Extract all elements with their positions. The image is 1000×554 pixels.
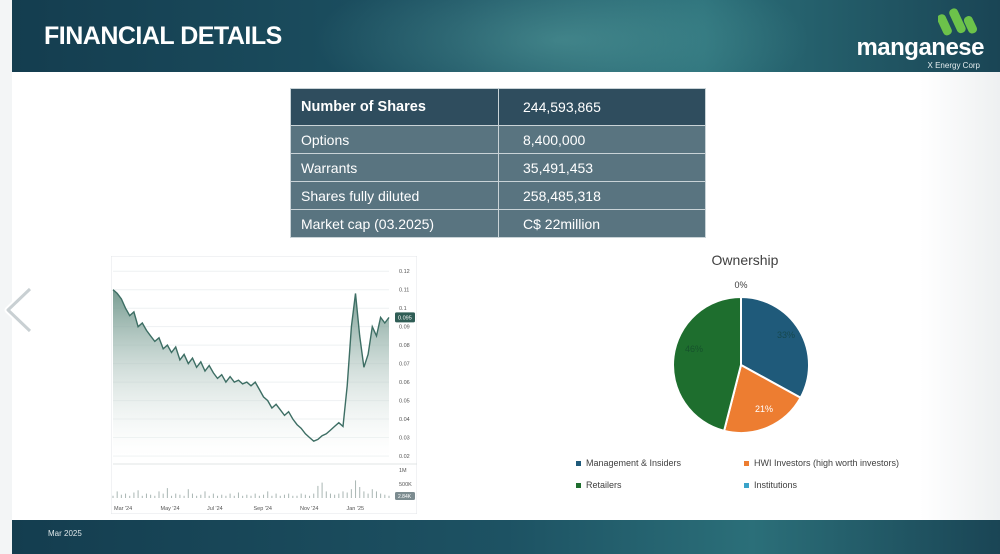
row-label: Market cap (03.2025) xyxy=(290,209,499,238)
page-title: FINANCIAL DETAILS xyxy=(44,22,282,50)
y-tick-label: 0.09 xyxy=(399,325,410,331)
legend-label: HWI Investors (high worth investors) xyxy=(754,458,900,468)
x-tick-label: Jan '25 xyxy=(347,506,365,512)
chevron-left-icon xyxy=(4,286,33,334)
shares-table: Number of Shares 244,593,865 Options 8,4… xyxy=(290,88,706,238)
pie-slice xyxy=(722,363,802,434)
last-price-label: 0.095 xyxy=(398,315,412,321)
row-label: Number of Shares xyxy=(290,88,499,126)
y-tick-label: 0.08 xyxy=(399,343,410,349)
y-tick-label: 0.07 xyxy=(399,362,410,368)
table-row: Shares fully diluted 258,485,318 xyxy=(290,181,706,210)
y-tick-label: 0.05 xyxy=(399,399,410,405)
table-row: Options 8,400,000 xyxy=(290,125,706,154)
volume-badge-label: 2.84K xyxy=(398,494,412,500)
pie-slice xyxy=(740,295,810,400)
row-value: 35,491,453 xyxy=(498,153,706,182)
x-tick-label: Nov '24 xyxy=(300,506,318,512)
legend-swatch xyxy=(576,461,581,467)
table-row: Number of Shares 244,593,865 xyxy=(290,88,706,126)
footer-bar: Mar 2025 xyxy=(12,520,1000,554)
pie-data-label: 21% xyxy=(755,404,773,414)
pie-slice xyxy=(672,295,742,433)
logo-wordmark: manganese xyxy=(856,34,984,61)
x-tick-label: Mar '24 xyxy=(114,506,132,512)
row-value: 244,593,865 xyxy=(498,88,706,126)
footer-date: Mar 2025 xyxy=(48,529,82,538)
x-tick-label: Sep '24 xyxy=(254,506,272,512)
logo-subtitle: X Energy Corp xyxy=(927,61,980,70)
volume-tick-label: 500K xyxy=(399,482,412,488)
table-row: Warrants 35,491,453 xyxy=(290,153,706,182)
left-strip xyxy=(0,0,12,554)
y-tick-label: 0.06 xyxy=(399,380,410,386)
legend-label: Retailers xyxy=(586,480,622,490)
legend-item: Institutions xyxy=(744,480,797,490)
y-tick-label: 0.11 xyxy=(399,288,409,294)
legend-item: Retailers xyxy=(576,480,622,490)
legend-swatch xyxy=(744,483,749,489)
legend-item: HWI Investors (high worth investors) xyxy=(744,458,899,468)
pie-data-label: 0% xyxy=(734,280,747,290)
y-tick-label: 0.02 xyxy=(399,454,410,460)
legend-swatch xyxy=(576,483,581,489)
row-label: Shares fully diluted xyxy=(290,181,499,210)
last-price-badge xyxy=(395,312,415,323)
right-edge-shade xyxy=(920,72,1000,520)
previous-slide-button[interactable] xyxy=(2,285,36,340)
company-logo: manganese X Energy Corp xyxy=(850,4,990,70)
volume-tick-label: 1M xyxy=(399,468,407,474)
row-value: 8,400,000 xyxy=(498,125,706,154)
volume-badge xyxy=(395,492,415,500)
row-label: Warrants xyxy=(290,153,499,182)
header-bar: FINANCIAL DETAILS manganese X Energy Cor… xyxy=(12,0,1000,72)
table-row: Market cap (03.2025) C$ 22million xyxy=(290,209,706,238)
y-tick-label: 0.04 xyxy=(399,417,410,423)
pie-chart-title: Ownership xyxy=(711,252,779,268)
logo-mark-icon xyxy=(938,8,978,36)
x-tick-label: Jul '24 xyxy=(207,506,223,512)
y-tick-label: 0.03 xyxy=(399,436,410,442)
y-tick-label: 0.1 xyxy=(399,306,407,312)
legend-item: Management & Insiders xyxy=(576,458,681,468)
x-tick-label: May '24 xyxy=(161,506,180,512)
price-area xyxy=(113,289,389,456)
row-value: C$ 22million xyxy=(498,209,706,238)
legend-label: Institutions xyxy=(754,480,798,490)
price-line xyxy=(112,289,390,443)
stock-price-chart: 0.12 0.11 0.1 0.09 0.08 0.07 0.06 0.05 0.04 0.03 0… xyxy=(111,256,417,514)
y-tick-label: 0.12 xyxy=(399,269,410,275)
legend-label: Management & Insiders xyxy=(586,458,682,468)
row-value: 258,485,318 xyxy=(498,181,706,210)
pie-data-label: 46% xyxy=(685,344,703,354)
row-label: Options xyxy=(290,125,499,154)
legend-swatch xyxy=(744,461,749,467)
pie-data-label: 33% xyxy=(777,330,795,340)
ownership-pie-chart: 33% 21% 46% 0% xyxy=(672,280,810,434)
